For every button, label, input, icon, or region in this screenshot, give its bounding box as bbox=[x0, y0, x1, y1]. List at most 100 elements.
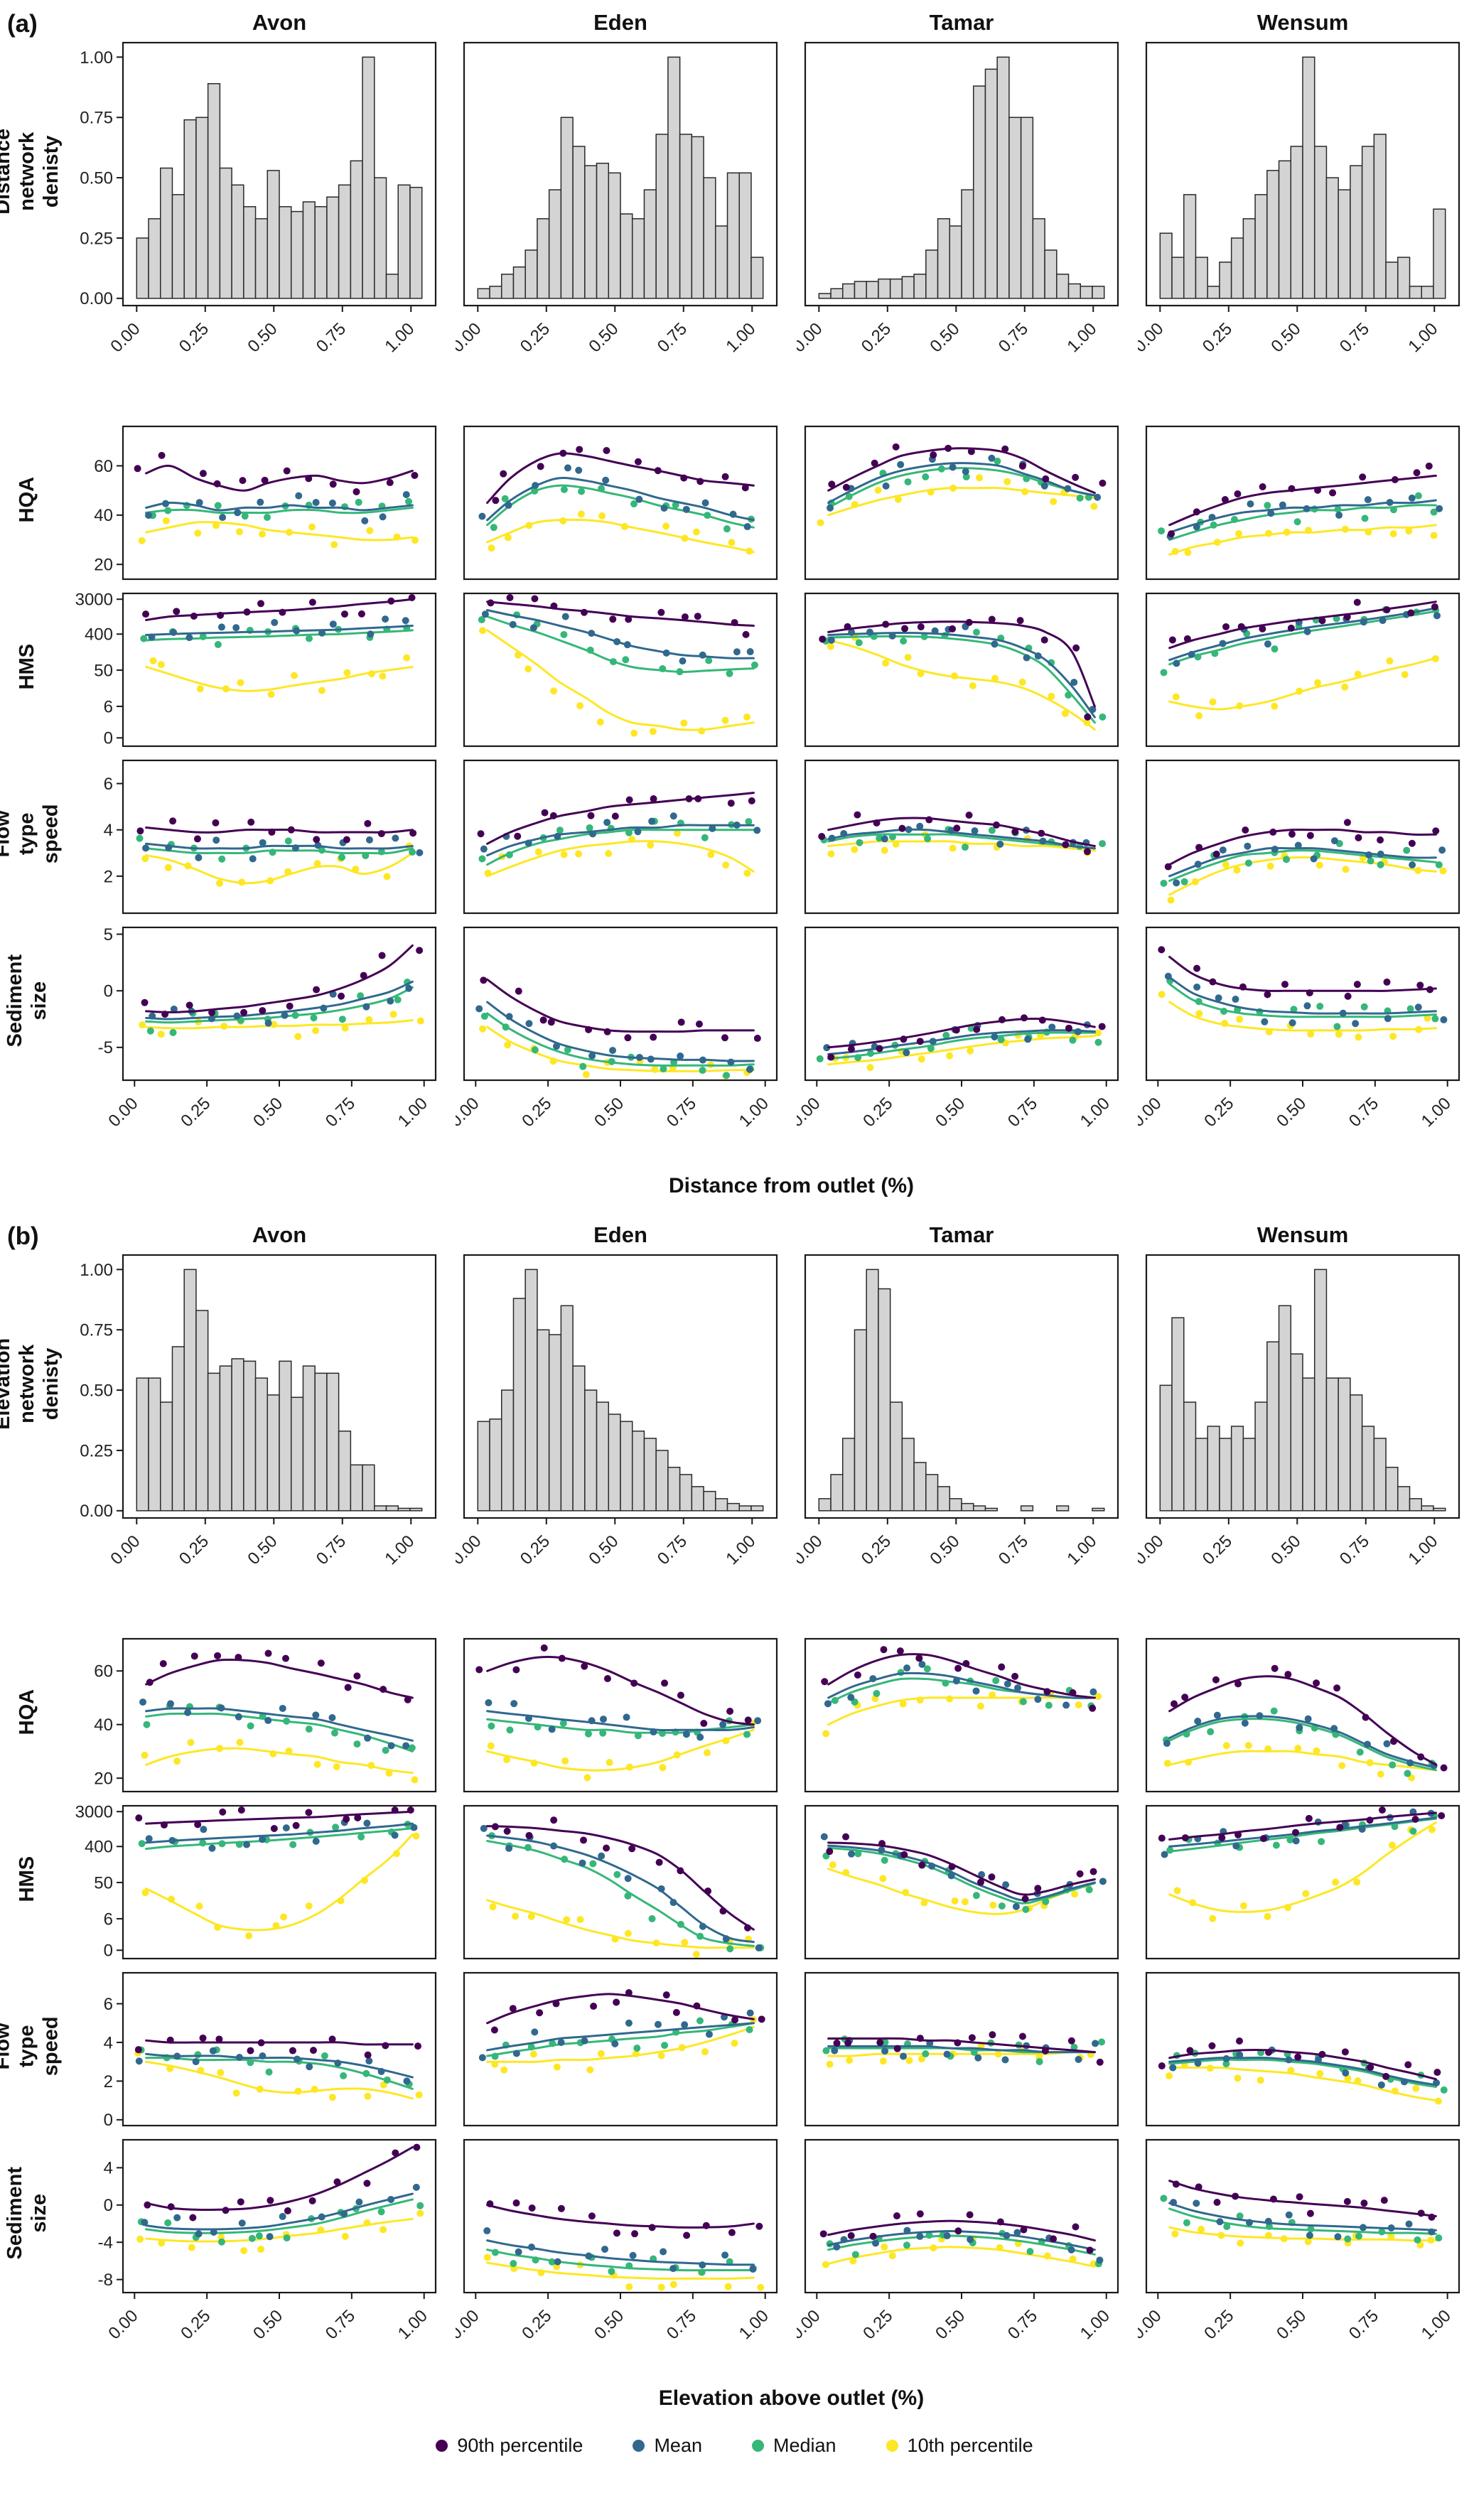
header-row-b: Avon Eden Tamar Wensum bbox=[4, 1222, 1469, 1248]
subplot-a-sediment-size-tamar: 0.00 0.25 0.50 0.75 1.00 bbox=[797, 926, 1119, 1131]
col-header-wrap: Wensum bbox=[1138, 1222, 1466, 1248]
svg-text:0: 0 bbox=[104, 2196, 113, 2215]
svg-text:0.50: 0.50 bbox=[1267, 1531, 1304, 1568]
row-label-a-hms: HMS bbox=[4, 588, 50, 746]
subplot-b-sediment-size-eden: 0.00 0.25 0.50 0.75 1.00 bbox=[456, 2138, 778, 2343]
subplot-a-hqa-eden bbox=[463, 425, 778, 581]
legend-item-p90: 90th percentile bbox=[436, 2435, 583, 2457]
subplot-a-hqa-tamar bbox=[804, 425, 1119, 581]
column-header-wensum: Wensum bbox=[1257, 1222, 1349, 1247]
column-header-tamar: Tamar bbox=[929, 10, 994, 35]
svg-text:0.75: 0.75 bbox=[1345, 2306, 1382, 2343]
svg-text:0.25: 0.25 bbox=[80, 1441, 113, 1460]
col-header-wrap: Avon bbox=[63, 1222, 443, 1248]
svg-text:0.75: 0.75 bbox=[1336, 319, 1373, 356]
svg-text:0: 0 bbox=[104, 1942, 113, 1961]
subplot-b-hms-eden bbox=[463, 1804, 778, 1960]
svg-text:0.50: 0.50 bbox=[585, 319, 622, 356]
subplot-a-flow-type-speed-avon: 2 4 6 bbox=[104, 759, 437, 915]
svg-text:4: 4 bbox=[104, 2159, 113, 2178]
svg-text:2: 2 bbox=[104, 2072, 113, 2091]
header-row-a: Avon Eden Tamar Wensum bbox=[4, 10, 1469, 36]
svg-text:1.00: 1.00 bbox=[394, 2306, 431, 2343]
subplot-a-sediment-size-eden: 0.00 0.25 0.50 0.75 1.00 bbox=[456, 926, 778, 1131]
svg-text:0.25: 0.25 bbox=[177, 1094, 214, 1131]
svg-text:0.75: 0.75 bbox=[322, 2306, 359, 2343]
subplot-b-sediment-size-avon: -8 -4 0 4 0.00 0.25 0.50 0.75 1.00 bbox=[98, 2138, 437, 2343]
svg-text:1.00: 1.00 bbox=[80, 48, 113, 68]
row-label-b-hqa: HQA bbox=[4, 1633, 50, 1792]
svg-text:0.00: 0.00 bbox=[1138, 1094, 1166, 1131]
row-label-b-sediment-size-text: Sediment size bbox=[3, 2167, 50, 2260]
svg-text:0.25: 0.25 bbox=[1199, 319, 1236, 356]
svg-text:1.00: 1.00 bbox=[381, 1531, 418, 1568]
legend-label-mean: Mean bbox=[654, 2435, 702, 2456]
svg-text:0.50: 0.50 bbox=[591, 2306, 628, 2343]
row-label-b-hms: HMS bbox=[4, 1800, 50, 1959]
svg-text:50: 50 bbox=[94, 1873, 113, 1892]
svg-text:0.75: 0.75 bbox=[322, 1094, 359, 1131]
svg-text:0.50: 0.50 bbox=[80, 168, 113, 188]
row-label-a-sediment-size-text: Sediment size bbox=[3, 954, 50, 1048]
svg-text:0: 0 bbox=[104, 2111, 113, 2130]
p10-dot-icon bbox=[886, 2440, 898, 2452]
svg-text:0.00: 0.00 bbox=[1138, 319, 1168, 356]
svg-text:0.25: 0.25 bbox=[517, 1531, 554, 1568]
svg-text:1.00: 1.00 bbox=[1418, 1094, 1455, 1131]
svg-text:0.50: 0.50 bbox=[591, 1094, 628, 1131]
scatter-row-b-hms: HMS 0 6 50 400 3000 bbox=[4, 1800, 1469, 1967]
subplot-b-flow-type-speed-eden bbox=[463, 1971, 778, 2127]
column-header-avon: Avon bbox=[252, 10, 307, 35]
svg-text:1.00: 1.00 bbox=[394, 1094, 431, 1131]
panel-label-a: (a) bbox=[7, 10, 38, 38]
subplot-a-hqa-wensum bbox=[1145, 425, 1460, 581]
svg-text:1.00: 1.00 bbox=[736, 2306, 773, 2343]
svg-text:400: 400 bbox=[85, 625, 113, 645]
subplot-a-sediment-size-wensum: 0.00 0.25 0.50 0.75 1.00 bbox=[1138, 926, 1460, 1131]
svg-text:0.50: 0.50 bbox=[244, 1531, 281, 1568]
subplot-b-hqa-eden bbox=[463, 1637, 778, 1793]
col-header-wrap: Tamar bbox=[797, 10, 1125, 36]
svg-text:3000: 3000 bbox=[75, 591, 113, 610]
svg-text:0.75: 0.75 bbox=[1336, 1531, 1373, 1568]
svg-text:6: 6 bbox=[104, 1995, 113, 2014]
svg-text:0.00: 0.00 bbox=[1138, 2306, 1166, 2343]
subplot-a-flow-type-speed-wensum bbox=[1145, 759, 1460, 915]
legend-label-p10: 10th percentile bbox=[907, 2435, 1033, 2456]
column-header-tamar: Tamar bbox=[929, 1222, 994, 1247]
svg-text:2: 2 bbox=[104, 867, 113, 886]
row-label-a-hqa: HQA bbox=[4, 421, 50, 579]
col-header-wrap: Tamar bbox=[797, 1222, 1125, 1248]
subplot-b-hqa-tamar bbox=[804, 1637, 1119, 1793]
x-axis-title-b: Elevation above outlet (%) bbox=[658, 2386, 925, 2410]
svg-text:0.25: 0.25 bbox=[517, 319, 554, 356]
legend-label-median: Median bbox=[773, 2435, 836, 2456]
svg-text:0.75: 0.75 bbox=[313, 1531, 350, 1568]
svg-text:0.50: 0.50 bbox=[932, 1094, 969, 1131]
row-label-b-hms-text: HMS bbox=[15, 1856, 38, 1902]
svg-text:0.25: 0.25 bbox=[1200, 2306, 1237, 2343]
col-header-wrap: Wensum bbox=[1138, 10, 1466, 36]
scatter-row-b-sediment-size: Sediment size -8 -4 0 4 0.00 0.25 0.50 0.75 1.00 0… bbox=[4, 2134, 1469, 2384]
svg-text:0.75: 0.75 bbox=[1345, 1094, 1382, 1131]
subplot-b-sediment-size-wensum: 0.00 0.25 0.50 0.75 1.00 bbox=[1138, 2138, 1460, 2343]
subplot-a-hms-eden bbox=[463, 592, 778, 748]
svg-text:4: 4 bbox=[104, 2033, 113, 2052]
svg-text:40: 40 bbox=[94, 1716, 113, 1735]
svg-text:0.50: 0.50 bbox=[80, 1381, 113, 1400]
svg-text:1.00: 1.00 bbox=[381, 319, 418, 356]
svg-text:0.50: 0.50 bbox=[932, 2306, 969, 2343]
svg-text:0.50: 0.50 bbox=[244, 319, 281, 356]
svg-text:1.00: 1.00 bbox=[1077, 2306, 1114, 2343]
panel-label-b: (b) bbox=[7, 1222, 39, 1250]
col-header-wrap: Eden bbox=[456, 10, 784, 36]
svg-text:0.25: 0.25 bbox=[80, 229, 113, 248]
scatter-row-a-sediment-size: Sediment size -5 0 5 0.00 0.25 0.50 0.75 1.00 0.0… bbox=[4, 922, 1469, 1171]
svg-text:1.00: 1.00 bbox=[1418, 2306, 1455, 2343]
svg-text:4: 4 bbox=[104, 821, 113, 840]
svg-text:1.00: 1.00 bbox=[80, 1261, 113, 1280]
svg-text:0: 0 bbox=[104, 982, 113, 1001]
svg-text:0.00: 0.00 bbox=[797, 2306, 824, 2343]
svg-text:3000: 3000 bbox=[75, 1803, 113, 1822]
svg-text:0.75: 0.75 bbox=[663, 1094, 700, 1131]
